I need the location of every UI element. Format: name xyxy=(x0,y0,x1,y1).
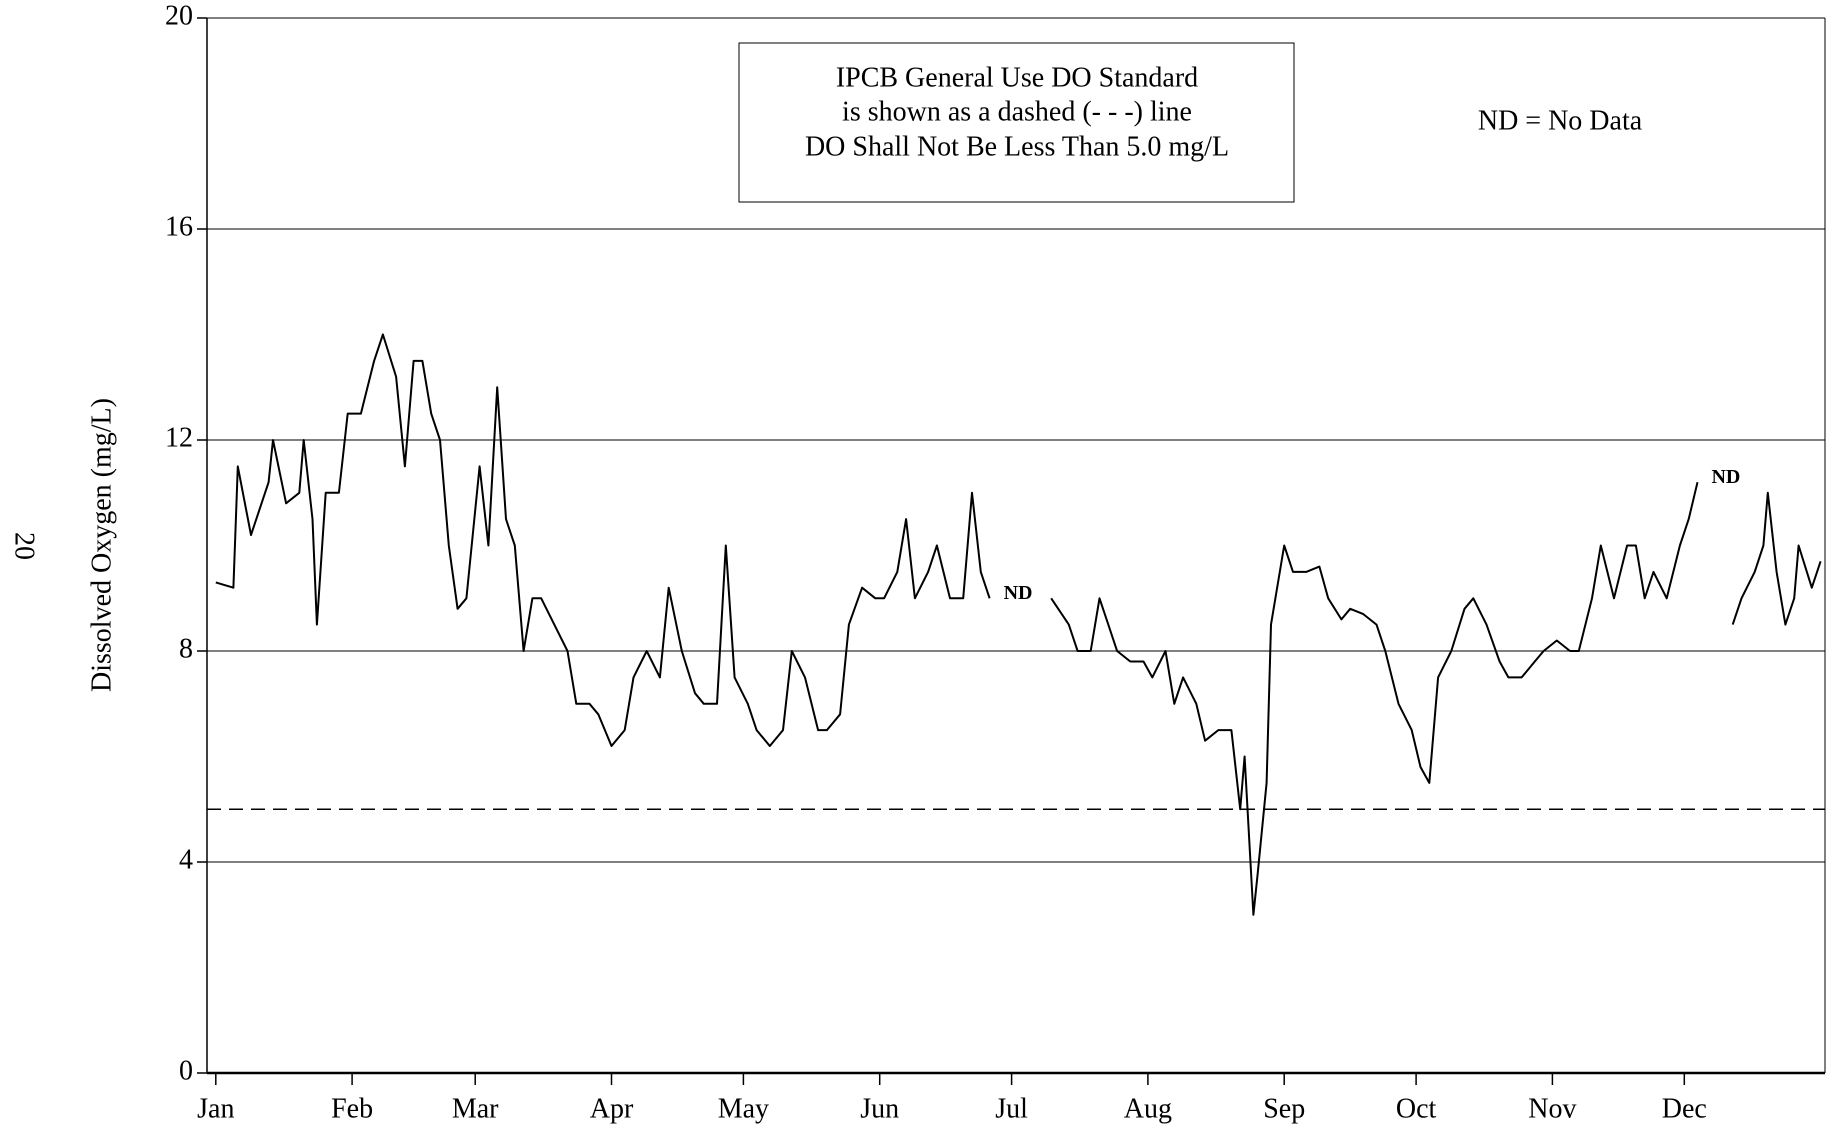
nd-label: ND xyxy=(1004,582,1033,604)
x-tick-label: Jun xyxy=(860,1093,899,1124)
x-tick-label: Jul xyxy=(995,1093,1028,1124)
x-tick-label: Jan xyxy=(197,1093,234,1124)
x-tick-label: Apr xyxy=(590,1093,634,1124)
nd-label: ND xyxy=(1711,466,1740,488)
data-line xyxy=(215,333,1822,916)
x-tick-label: Aug xyxy=(1124,1093,1172,1124)
x-tick-label: Sep xyxy=(1263,1093,1305,1124)
y-tick-label: 0 xyxy=(179,1055,193,1086)
x-tick-label: Feb xyxy=(331,1093,373,1124)
annotation-line: is shown as a dashed (- - -) line xyxy=(842,96,1192,127)
y-tick-label: 8 xyxy=(179,633,193,664)
page-number: 20 xyxy=(9,532,40,560)
y-tick-label: 12 xyxy=(165,422,193,453)
annotation-line: DO Shall Not Be Less Than 5.0 mg/L xyxy=(805,131,1229,162)
x-tick-label: Nov xyxy=(1528,1093,1576,1124)
nd-note: ND = No Data xyxy=(1478,105,1643,136)
y-axis-label: Dissolved Oxygen (mg/L) xyxy=(86,398,117,692)
x-tick-label: Mar xyxy=(452,1093,499,1124)
x-tick-label: Dec xyxy=(1662,1093,1707,1124)
y-tick-label: 20 xyxy=(165,0,193,31)
x-tick-label: May xyxy=(718,1093,769,1124)
annotation-box xyxy=(738,42,1295,203)
annotation-line: IPCB General Use DO Standard xyxy=(836,62,1198,93)
y-tick-label: 16 xyxy=(165,211,193,242)
y-tick-label: 4 xyxy=(179,844,193,875)
x-tick-label: Oct xyxy=(1396,1093,1437,1124)
